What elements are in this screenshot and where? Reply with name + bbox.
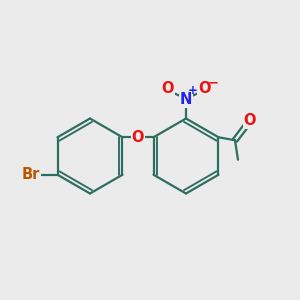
Text: N: N (180, 92, 192, 106)
Text: O: O (198, 81, 211, 96)
Text: +: + (188, 84, 197, 97)
Text: O: O (161, 81, 174, 96)
Text: O: O (244, 112, 256, 128)
Text: −: − (208, 76, 219, 90)
Text: Br: Br (21, 167, 40, 182)
Text: O: O (132, 130, 144, 145)
